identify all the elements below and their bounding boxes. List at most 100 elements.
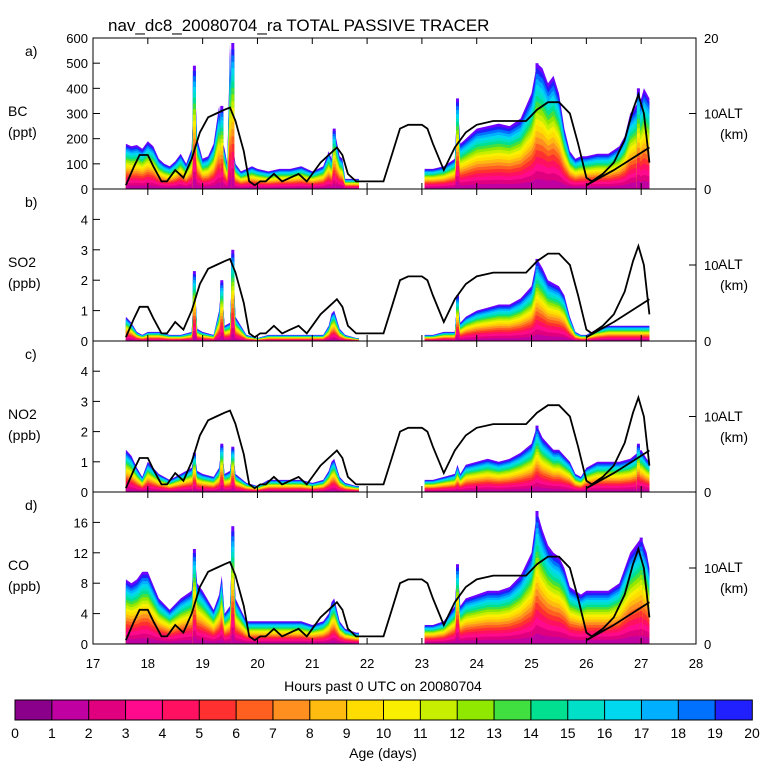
colorbar-cell-7: [272, 699, 311, 721]
colorbar-cell-5: [198, 699, 237, 721]
y-tick-label: 4: [81, 607, 88, 622]
spike-1-layer-1: [220, 488, 224, 492]
y-tick-label: 2: [81, 273, 88, 288]
colorbar-cell-15: [567, 699, 606, 721]
colorbar-tick-label: 18: [671, 725, 687, 741]
panels-group: 010020030040050060001020a)BC(ppt)ALT(km)…: [8, 31, 748, 652]
unit-label: (ppt): [8, 124, 37, 140]
colorbar-tick-label: 0: [11, 725, 19, 741]
x-tick-label: 22: [360, 656, 374, 671]
panel-letter: b): [25, 194, 37, 210]
alt-tick-label: 10: [704, 410, 718, 425]
colorbar-cell-3: [125, 699, 164, 721]
panel-letter: a): [25, 43, 37, 59]
spike-2-layer-1: [456, 637, 459, 644]
spike-2-layer-1: [231, 488, 235, 492]
x-tick-label: 19: [195, 656, 209, 671]
alt-tick-label: 10: [704, 258, 718, 273]
colorbar-cell-1: [51, 699, 90, 721]
colorbar-tick-label: 19: [707, 725, 723, 741]
colorbar-cell-19: [714, 699, 753, 721]
unit-label: (ppb): [8, 578, 41, 594]
colorbar-cell-6: [235, 699, 274, 721]
colorbar-cell-17: [640, 699, 680, 721]
spike-6-layer-1: [636, 181, 640, 189]
y-tick-label: 16: [74, 515, 88, 530]
colorbar-cell-13: [493, 699, 532, 721]
species-label: NO2: [8, 406, 37, 422]
panel-letter: c): [25, 346, 37, 362]
y-tick-label: 0: [81, 485, 88, 500]
y-tick-label: 1: [81, 304, 88, 319]
y-tick-label: 0: [81, 334, 88, 349]
colorbar-cell-2: [88, 699, 127, 721]
x-axis-label: Hours past 0 UTC on 20080704: [284, 678, 482, 694]
alt-tick-label: 0: [704, 485, 711, 500]
y-tick-label: 600: [66, 31, 88, 46]
colorbar-tick-label: 1: [48, 725, 56, 741]
chart-title: nav_dc8_20080704_ra TOTAL PASSIVE TRACER: [108, 16, 489, 35]
panel-frame: [92, 188, 697, 342]
alt-tick-label: 0: [704, 334, 711, 349]
colorbar-tick-label: 16: [597, 725, 613, 741]
species-label: SO2: [8, 254, 36, 270]
y-tick-label: 0: [81, 637, 88, 652]
spike-0-layer-1: [192, 335, 196, 341]
panel-letter: d): [25, 497, 37, 513]
y-tick-label: 2: [81, 425, 88, 440]
panel-no2: 0 1 2 3 4 0 10 c) NO2 (ppb) ALT (km): [8, 340, 748, 500]
colorbar-label: Age (days): [349, 745, 417, 761]
colorbar-tick-label: 7: [269, 725, 277, 741]
colorbar-cell-4: [161, 699, 201, 721]
alt-unit-label: (km): [720, 580, 748, 596]
alt-tick-label: 10: [704, 107, 718, 122]
colorbar-tick-label: 5: [195, 725, 203, 741]
x-tick-label: 27: [634, 656, 648, 671]
x-axis: 17 18 19 20 21 22 23 24 25 26 27 28: [86, 656, 703, 671]
spike-1-layer-1: [231, 634, 235, 644]
alt-unit-label: (km): [720, 429, 748, 445]
y-tick-label: 300: [66, 107, 88, 122]
colorbar-tick-label: 15: [560, 725, 576, 741]
panel-so2: 0 1 2 3 4 0 10 b) SO2 (ppb) ALT (km): [8, 188, 748, 349]
spike-4-layer-1: [535, 334, 539, 341]
panel-co: 0 4 8 12 16 0 10 d) CO (ppb) ALT (km): [8, 491, 748, 652]
colorbar-cell-16: [604, 699, 643, 721]
x-tick-label: 26: [579, 656, 593, 671]
y-tick-label: 4: [81, 364, 88, 379]
colorbar-tick-label: 13: [486, 725, 502, 741]
spike-4-layer-1: [636, 488, 640, 492]
alt-tick-label: 20: [704, 31, 718, 46]
colorbar-tick-label: 20: [744, 725, 760, 741]
colorbar: 0 1 2 3 4 5 6 7 8 9 10 11 12 13 14 15 16 17 18 19 20: [11, 699, 760, 741]
y-tick-label: 400: [66, 81, 88, 96]
alt-label: ALT: [718, 256, 743, 272]
colorbar-cell-9: [346, 699, 385, 721]
unit-label: (ppb): [8, 275, 41, 291]
altitude-tail-line: [585, 298, 650, 338]
colorbar-cell-14: [530, 699, 569, 721]
alt-unit-label: (km): [720, 277, 748, 293]
alt-unit-label: (km): [720, 126, 748, 142]
species-label: BC: [8, 103, 27, 119]
y-tick-label: 500: [66, 56, 88, 71]
spike-2-layer-1: [231, 333, 235, 341]
spike-0-layer-1: [192, 488, 196, 492]
colorbar-cell-0: [14, 699, 53, 721]
y-tick-label: 200: [66, 132, 88, 147]
age-layer-2-segment-0: [125, 627, 359, 644]
y-tick-label: 4: [81, 212, 88, 227]
colorbar-cell-8: [309, 699, 348, 721]
colorbar-tick-label: 12: [449, 725, 465, 741]
age-layer-1-segment-0: [125, 488, 359, 492]
alt-label: ALT: [718, 408, 743, 424]
altitude-line: [125, 243, 651, 339]
x-tick-label: 20: [250, 656, 264, 671]
age-layer-1-segment-0: [125, 333, 359, 341]
altitude-line: [125, 546, 651, 642]
altitude-tail-line: [585, 449, 650, 489]
colorbar-tick-label: 4: [159, 725, 167, 741]
spike-3-layer-1: [332, 184, 336, 189]
colorbar-tick-label: 9: [343, 725, 351, 741]
